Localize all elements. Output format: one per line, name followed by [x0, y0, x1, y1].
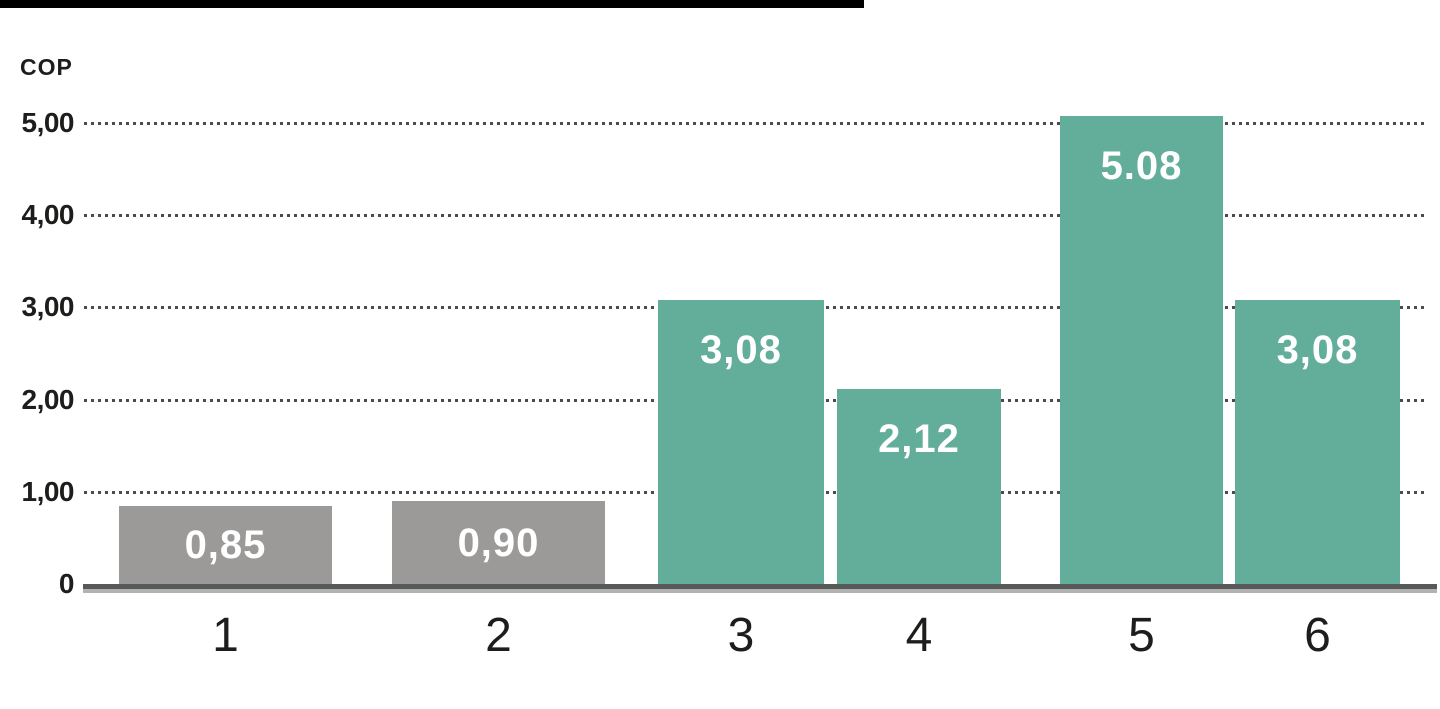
x-axis-line-shadow: [83, 589, 1437, 593]
bar: 0,85: [119, 505, 332, 584]
y-tick-label: 4,00: [21, 199, 75, 231]
bar-value-label: 5.08: [1100, 143, 1183, 188]
gridline: [84, 122, 1428, 125]
y-axis-unit-label: COP: [20, 54, 73, 80]
gridline: [84, 214, 1428, 218]
x-tick-label: 5: [1128, 609, 1155, 662]
x-tick-label: 4: [905, 609, 933, 662]
x-tick-label: 1: [212, 609, 239, 662]
top-progress-bar: [0, 0, 1440, 8]
y-tick-label: 1,00: [21, 475, 75, 507]
bar: 3,08: [1235, 300, 1400, 584]
top-progress-fill: [0, 0, 864, 8]
y-tick-label: 5,00: [21, 107, 75, 138]
bar-value-label: 0,85: [184, 522, 267, 567]
y-tick-label: 3,00: [21, 291, 75, 323]
bar-value-label: 2,12: [878, 416, 960, 461]
bar: 0,90: [392, 501, 605, 584]
bar: 5.08: [1060, 115, 1223, 584]
bar-value-label: 0,90: [457, 520, 540, 565]
x-axis-line: [83, 584, 1437, 589]
bar-value-label: 3,08: [700, 328, 782, 373]
bar: 2,12: [837, 388, 1001, 584]
bar-value-label: 3,08: [1276, 328, 1359, 373]
bar: 3,08: [658, 300, 824, 584]
x-tick-label: 3: [727, 609, 755, 662]
y-tick-label: 0: [58, 568, 75, 599]
y-tick-label: 2,00: [21, 383, 75, 415]
x-tick-label: 6: [1304, 609, 1331, 662]
x-tick-label: 2: [485, 609, 512, 662]
